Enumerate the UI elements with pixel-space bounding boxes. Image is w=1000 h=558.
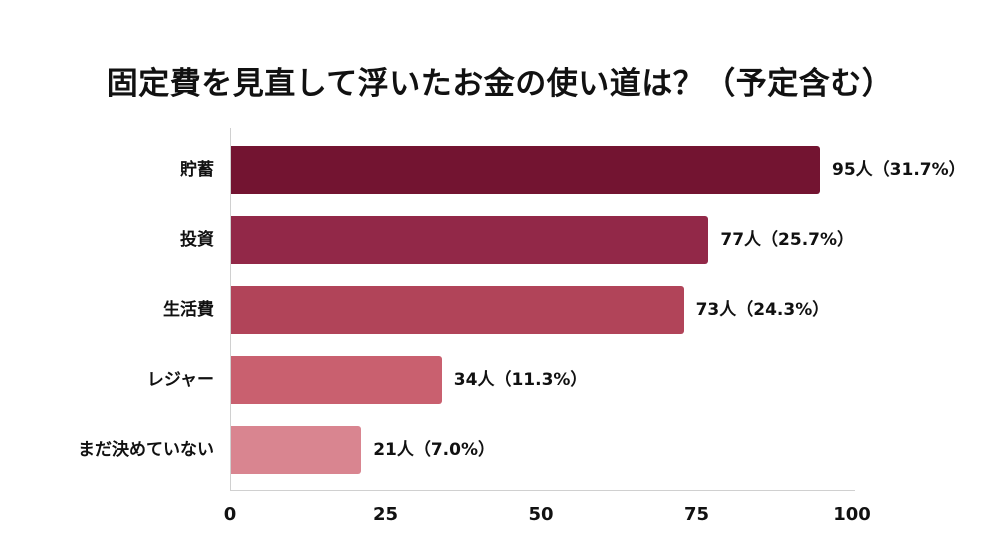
category-label: レジャー xyxy=(146,370,214,390)
bar xyxy=(231,426,362,474)
category-label: 投資 xyxy=(180,230,214,250)
category-label: まだ決めていない xyxy=(78,440,214,460)
category-label: 貯蓄 xyxy=(180,160,214,180)
x-tick-label: 25 xyxy=(372,504,399,525)
value-label: 95人（31.7%） xyxy=(832,160,966,180)
value-label: 77人（25.7%） xyxy=(720,230,855,250)
value-label: 34人（11.3%） xyxy=(453,370,588,390)
x-tick-label: 75 xyxy=(683,504,710,525)
x-axis-line xyxy=(230,490,855,491)
value-label: 21人（7.0%） xyxy=(373,440,495,460)
bar xyxy=(231,146,820,194)
chart-title: 固定費を見直して浮いたお金の使い道は？（予定含む） xyxy=(106,66,894,102)
y-axis-line xyxy=(230,128,231,490)
category-label: 生活費 xyxy=(163,300,214,320)
x-tick-label: 100 xyxy=(833,504,871,525)
value-label: 73人（24.3%） xyxy=(695,300,830,320)
bar xyxy=(231,216,709,264)
x-tick-label: 0 xyxy=(223,504,237,525)
x-tick-label: 50 xyxy=(528,504,554,525)
bar xyxy=(231,356,442,404)
bar xyxy=(231,286,684,334)
